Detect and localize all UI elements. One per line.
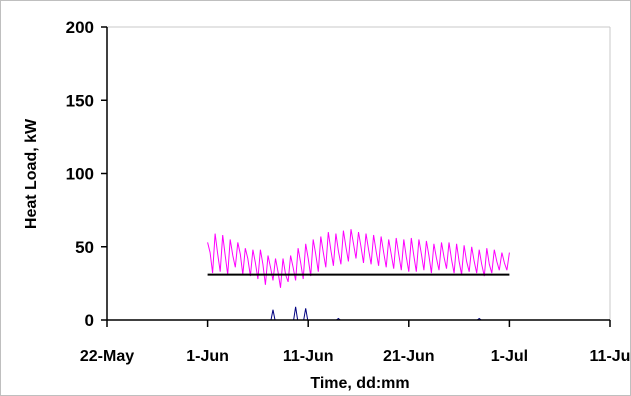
spike-mark — [303, 308, 309, 321]
y-axis-label: Heat Load, kW — [23, 118, 40, 229]
x-tick-label: 11-Jun — [283, 348, 334, 365]
x-tick-label: 1-Jun — [186, 348, 229, 365]
spike-mark — [293, 306, 299, 321]
y-tick-label: 100 — [66, 165, 94, 184]
y-tick-label: 200 — [66, 18, 94, 37]
x-tick-label: 1-Jul — [491, 348, 528, 365]
y-tick-label: 0 — [85, 311, 94, 330]
spike-mark — [270, 309, 276, 321]
y-tick-label: 150 — [66, 91, 94, 110]
x-tick-label: 11-Ju — [590, 348, 631, 365]
series-line-magenta — [207, 229, 510, 288]
data-layer — [207, 229, 510, 321]
x-tick-label: 21-Jun — [383, 348, 435, 365]
y-tick-label: 50 — [75, 238, 94, 257]
axis-layer: 0 50 100 150 200 22-May 1-Jun 11-Jun 21-Jun 1-Jul… — [66, 18, 631, 365]
x-tick-label: 22-May — [80, 348, 134, 365]
x-axis-label: Time, dd:mm — [310, 375, 409, 392]
